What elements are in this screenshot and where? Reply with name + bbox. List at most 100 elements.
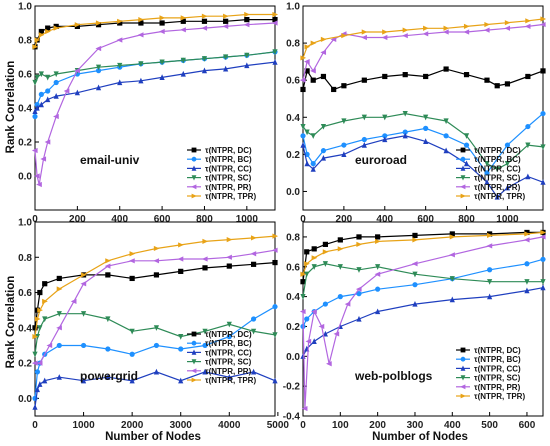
series-2 <box>300 110 546 176</box>
data-point <box>540 279 546 285</box>
data-point <box>45 25 51 31</box>
data-point <box>330 36 337 42</box>
data-point <box>153 325 160 331</box>
data-point <box>494 166 500 173</box>
legend-swatch-marker <box>191 340 197 346</box>
data-point <box>129 377 135 384</box>
legend-entry: τ(NTPR, TPR) <box>474 192 525 201</box>
data-point <box>180 15 187 21</box>
data-point <box>74 89 80 96</box>
legend-entry: τ(NTPR, CC) <box>205 348 252 357</box>
data-point <box>412 300 418 307</box>
data-point <box>304 316 310 322</box>
series-line <box>35 249 276 364</box>
legend-entry: τ(NTPR, CC) <box>474 364 521 373</box>
data-point <box>449 231 455 237</box>
x-tick-label: 400 <box>111 214 128 225</box>
series-6 <box>32 233 279 340</box>
data-point <box>250 368 257 375</box>
data-point <box>223 54 229 61</box>
data-point <box>272 332 278 338</box>
data-point <box>40 156 47 162</box>
data-point <box>525 73 531 80</box>
data-point <box>540 68 546 74</box>
data-point <box>272 304 278 310</box>
data-point <box>244 52 250 59</box>
panel-title: euroroad <box>355 153 407 167</box>
x-axis-label-right: Number of Nodes <box>372 431 468 443</box>
data-point <box>341 33 347 39</box>
legend: τ(NTPR, DC)τ(NTPR, BC)τ(NTPR, CC)τ(NTPR,… <box>187 330 256 385</box>
data-point <box>304 261 310 267</box>
data-point <box>178 268 184 274</box>
legend-swatch-marker <box>460 193 466 199</box>
y-axis-label-top: Rank Correlation <box>5 61 17 154</box>
legend-swatch-marker <box>460 156 466 162</box>
chart-panel-4: 0 100 200 300 400 500 600 -0.4 -0.2 0.0 0.2 0.4 0.6 0… <box>283 221 547 431</box>
data-point <box>223 13 229 19</box>
data-point <box>56 286 63 292</box>
y-tick-label: 0.0 <box>18 172 32 183</box>
x-tick-label: 5000 <box>267 420 290 431</box>
y-tick-label: 0.4 <box>18 104 32 115</box>
data-point <box>381 34 388 41</box>
data-point <box>153 368 160 375</box>
series-line <box>34 13 275 47</box>
data-point <box>153 245 160 252</box>
data-point <box>484 161 490 167</box>
legend-entry: τ(NTPR, TPR) <box>205 192 256 201</box>
legend-swatch-marker <box>460 393 466 399</box>
data-point <box>243 22 250 28</box>
data-point <box>271 247 278 253</box>
data-point <box>322 249 329 255</box>
series-4 <box>300 261 546 300</box>
data-point <box>361 29 368 35</box>
data-point <box>361 141 367 148</box>
panel-title: powergrid <box>80 369 138 383</box>
data-point <box>201 25 208 31</box>
data-point <box>32 113 38 120</box>
data-point <box>344 301 351 307</box>
data-point <box>138 17 145 23</box>
legend-entry: τ(NTPR, DC) <box>205 146 252 155</box>
data-point <box>244 62 250 69</box>
data-point <box>355 286 362 292</box>
x-tick-label: 0 <box>300 420 306 431</box>
data-point <box>374 271 381 277</box>
x-tick-label: 200 <box>69 214 86 225</box>
data-point <box>34 37 41 43</box>
data-point <box>178 334 184 340</box>
data-point <box>337 294 343 300</box>
series-2 <box>300 256 546 330</box>
data-point <box>178 377 184 384</box>
data-point <box>311 264 317 270</box>
data-point <box>487 231 493 237</box>
data-point <box>117 20 123 26</box>
data-point <box>53 23 59 29</box>
legend-entry: τ(NTPR, DC) <box>474 346 521 355</box>
data-point <box>129 251 136 257</box>
data-point <box>42 377 48 384</box>
data-point <box>301 405 308 412</box>
y-tick-label: 0.8 <box>286 39 300 50</box>
series-4 <box>32 311 278 358</box>
data-point <box>244 11 250 18</box>
data-point <box>34 102 40 108</box>
legend-entry: τ(NTPR, PR) <box>474 183 521 192</box>
y-tick-label: 0.6 <box>286 262 300 273</box>
x-tick-label: 0 <box>32 420 38 431</box>
data-point <box>129 258 135 264</box>
data-point <box>34 173 40 179</box>
series-line <box>302 18 544 59</box>
data-point <box>226 237 233 243</box>
data-point <box>32 351 38 358</box>
legend-swatch-marker <box>460 175 466 181</box>
data-point <box>463 142 470 148</box>
data-point <box>311 255 318 261</box>
data-point <box>540 179 546 185</box>
data-point <box>300 279 306 285</box>
data-point <box>80 377 87 384</box>
data-point <box>320 73 327 80</box>
data-point <box>375 308 381 315</box>
data-point <box>153 272 160 278</box>
